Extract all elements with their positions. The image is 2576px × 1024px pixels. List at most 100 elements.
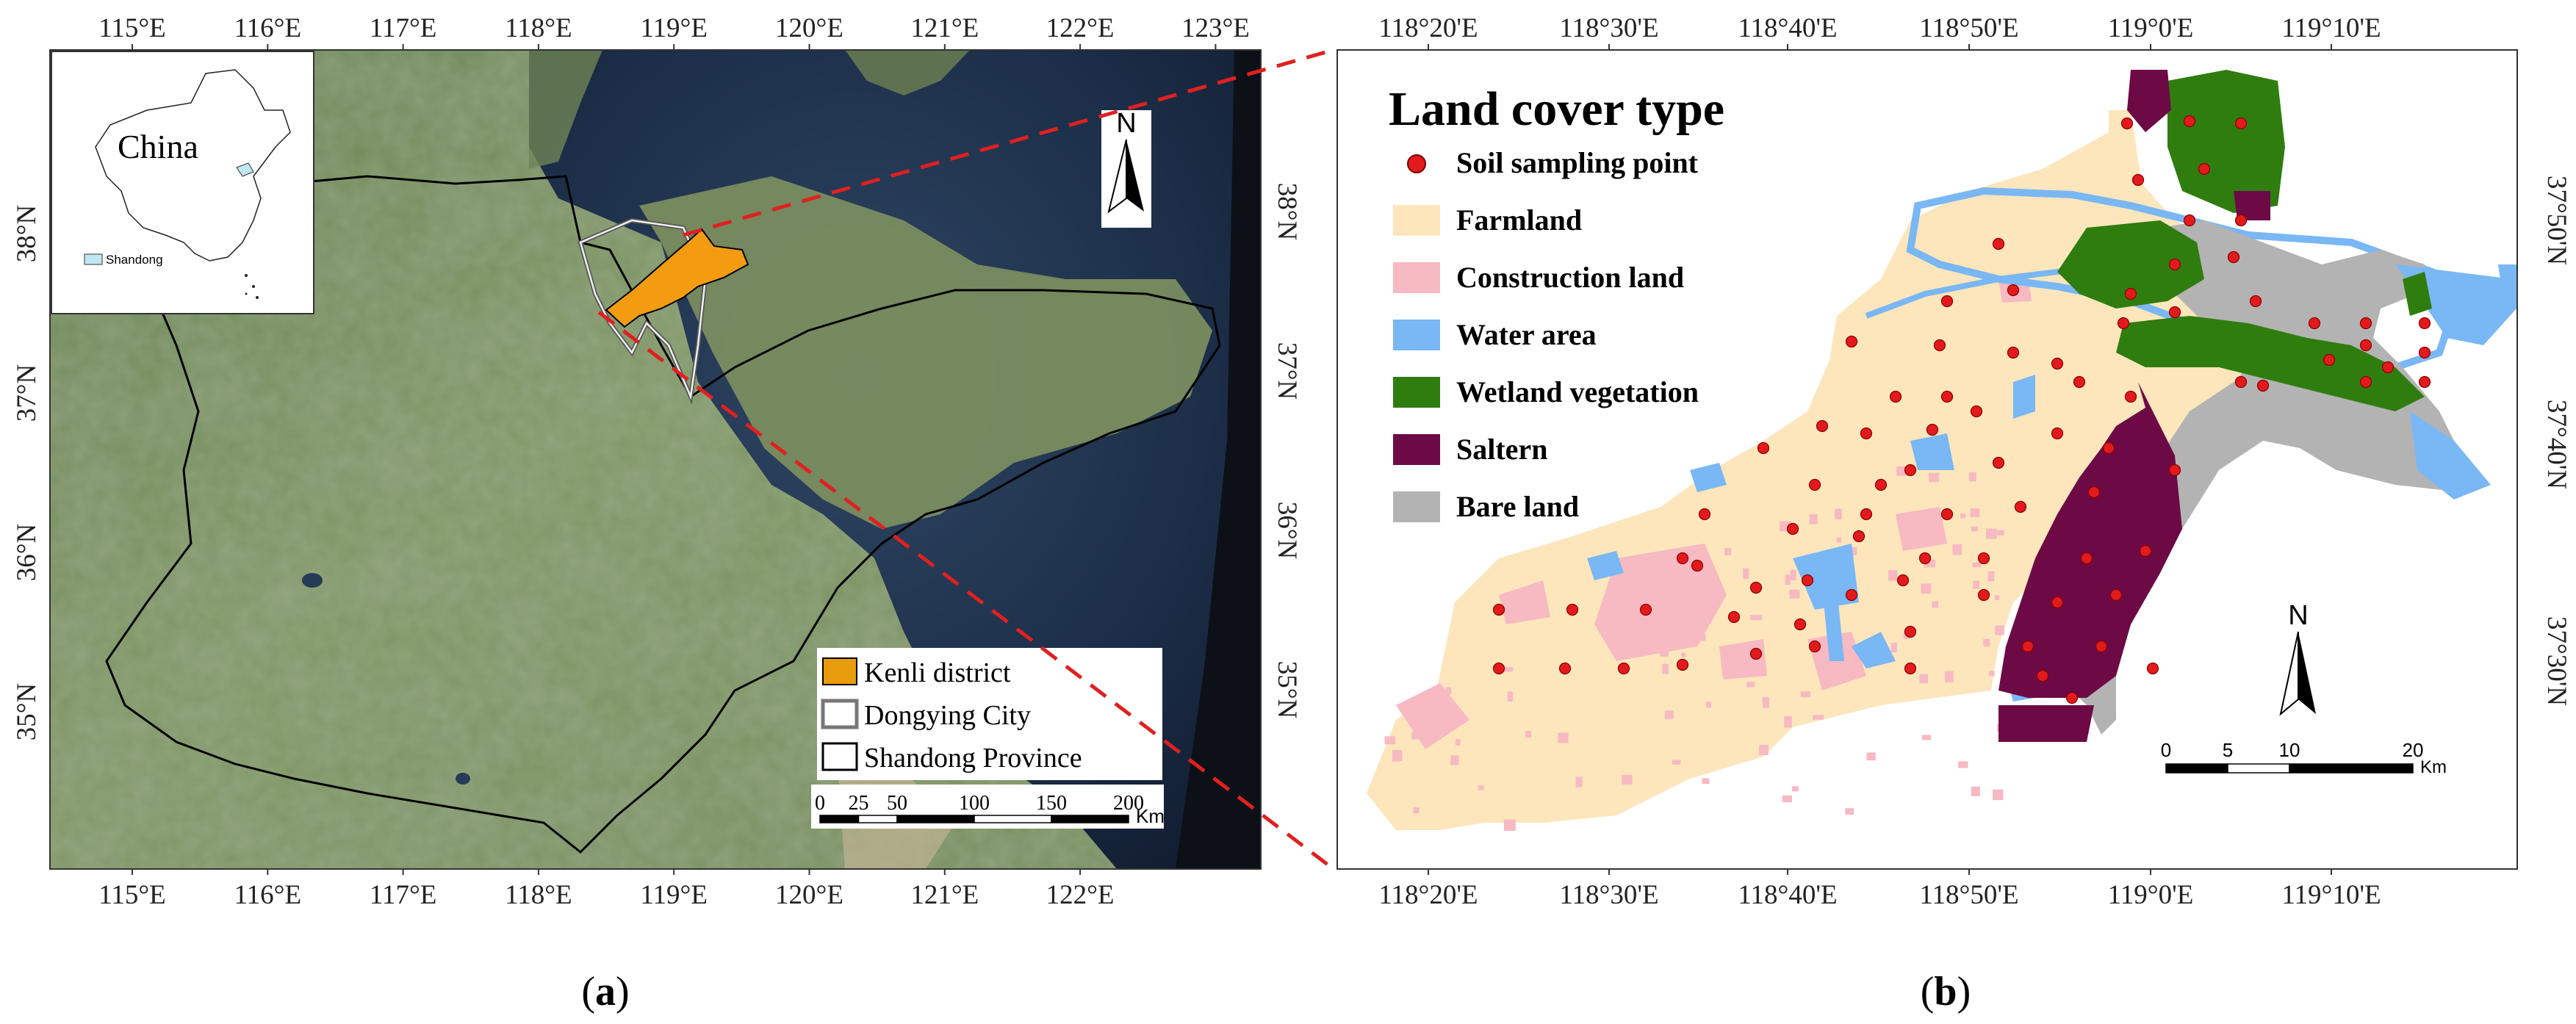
soil-sampling-point (1808, 640, 1821, 653)
north-label-a: N (1116, 108, 1136, 139)
a-top-tick-label: 118°E (505, 13, 572, 43)
soil-sampling-point (2168, 464, 2181, 477)
soil-sampling-point (1808, 478, 1821, 491)
a-right-tick-label: 36°N (1272, 502, 1302, 560)
soil-sampling-point (1676, 552, 1689, 565)
wetland-vegetation-area (2167, 70, 2285, 213)
soil-sampling-point (2323, 353, 2336, 367)
zoom-lines (597, 48, 1335, 870)
b-top-tick-label: 119°10'E (2281, 13, 2381, 43)
scalebar-b-unit: Km (2420, 757, 2447, 777)
soil-sampling-point (1904, 464, 1917, 477)
b-top-tick-label: 119°0'E (2108, 13, 2194, 43)
legend-b-title: Land cover type (1389, 82, 1724, 136)
farmland-area (1367, 110, 2278, 830)
legend-a-item: Shandong Province (821, 742, 1082, 774)
soil-sampling-point (1940, 295, 1954, 308)
scalebar-a-tick: 100 (959, 792, 990, 815)
soil-sampling-point (2183, 115, 2196, 128)
soil-sampling-point (1845, 335, 1858, 348)
legend-b-item: Wetland vegetation (1393, 375, 1699, 408)
soil-sampling-point (2109, 588, 2123, 602)
soil-sampling-point (2120, 117, 2134, 130)
scalebar-a-segment (896, 815, 975, 823)
soil-sampling-point (1904, 662, 1917, 675)
soil-sampling-point (1896, 574, 1910, 587)
soil-sampling-point (2080, 552, 2093, 565)
soil-sampling-point (2087, 486, 2101, 499)
scalebar-a-tick: 0 (815, 792, 825, 815)
legend-b-label: Farmland (1456, 203, 1582, 237)
a-left-tick-label: 37°N (12, 364, 42, 422)
a-top-tick-label: 116°E (234, 13, 302, 43)
soil-sampling-point (2359, 339, 2372, 352)
a-left-tick-label: 36°N (12, 524, 42, 582)
soil-sampling-point (2036, 669, 2049, 682)
soil-sampling-point (2234, 117, 2248, 130)
a-bottom-tick-label: 122°E (1046, 880, 1115, 910)
soil-sampling-point (2234, 375, 2248, 389)
soil-sampling-point (1860, 508, 1873, 521)
legend-a-item: Dongying City (821, 699, 1031, 731)
soil-sampling-point (1970, 405, 1983, 418)
soil-sampling-point (1492, 662, 1505, 675)
soil-sampling-point (2124, 287, 2137, 300)
soil-sampling-point (2183, 214, 2196, 227)
soil-sampling-point (2381, 361, 2395, 374)
scalebar-a-unit: Km (1136, 805, 1165, 827)
scalebar-a-segment (974, 815, 1052, 823)
soil-sampling-point (2065, 691, 2079, 704)
saltern-area (2127, 70, 2171, 132)
b-bottom-tick-label: 118°20'E (1378, 880, 1478, 910)
legend-a-swatch (821, 699, 859, 729)
b-bottom-tick-label: 118°50'E (1919, 880, 2018, 910)
soil-sampling-point (2249, 295, 2262, 308)
soil-sampling-point (1889, 390, 1902, 403)
a-top-tick-label: 123°E (1181, 13, 1250, 43)
inset-country-label: China (118, 128, 198, 165)
b-right-tick-label: 37°50'N (2541, 176, 2572, 265)
china-outline (95, 69, 291, 262)
soil-sampling-point (1977, 552, 1990, 565)
legend-b-swatch (1393, 377, 1440, 408)
a-bottom-tick-label: 117°E (370, 880, 437, 910)
legend-b-label: Soil sampling point (1456, 146, 1699, 179)
north-label-b: N (2288, 600, 2308, 631)
map-a-frame (49, 49, 1262, 870)
soil-sampling-point (2095, 640, 2108, 653)
a-top-tick-label: 120°E (775, 13, 843, 43)
a-top-tick-label: 119°E (640, 13, 708, 43)
b-right-tick-label: 37°30'N (2541, 616, 2572, 706)
legend-b-swatch (1393, 205, 1440, 236)
b-top-tick-label: 118°30'E (1559, 13, 1658, 43)
scalebar-b-segment (2165, 763, 2228, 774)
soil-sampling-point (1691, 559, 1704, 572)
soil-sampling-point (2234, 214, 2248, 227)
panel-b: 118°20'E 118°30'E 118°40'E 118°50'E 119°0'E 1… (1336, 13, 2572, 1014)
legend-b-swatch (1393, 434, 1440, 465)
panel-a: 115°E 116°E 117°E 118°E 119°E 120°E 121°E 122°E… (12, 13, 1302, 1014)
scalebar-b-tick: 0 (2161, 739, 2171, 761)
b-bottom-tick-label: 119°0'E (2108, 880, 2194, 910)
soil-sampling-point (2007, 284, 2020, 297)
soil-sampling-point (1757, 441, 1770, 455)
b-top-tick-label: 118°50'E (1919, 13, 2018, 43)
soil-sampling-point (2102, 441, 2115, 455)
soil-sampling-point (2117, 317, 2130, 330)
soil-sampling-point (2359, 375, 2372, 389)
scalebar-a-segment (1051, 815, 1129, 823)
a-top-tick-label: 122°E (1046, 13, 1115, 43)
soil-sampling-point (2131, 173, 2145, 187)
legend-a-label: Kenli district (864, 657, 1011, 688)
panel-a-ticks: 115°E 116°E 117°E 118°E 119°E 120°E 121°E 122°E… (12, 13, 1302, 910)
a-right-tick-label: 37°N (1272, 342, 1302, 400)
inset-province-label: Shandong (106, 253, 163, 267)
soil-sampling-point (1904, 625, 1917, 638)
scalebar-a-tick: 50 (887, 792, 907, 815)
soil-sampling-point (2014, 500, 2027, 513)
legend-b-point-symbol (1407, 154, 1426, 173)
soil-sampling-point (1617, 662, 1630, 675)
soil-sampling-point (1749, 647, 1763, 660)
